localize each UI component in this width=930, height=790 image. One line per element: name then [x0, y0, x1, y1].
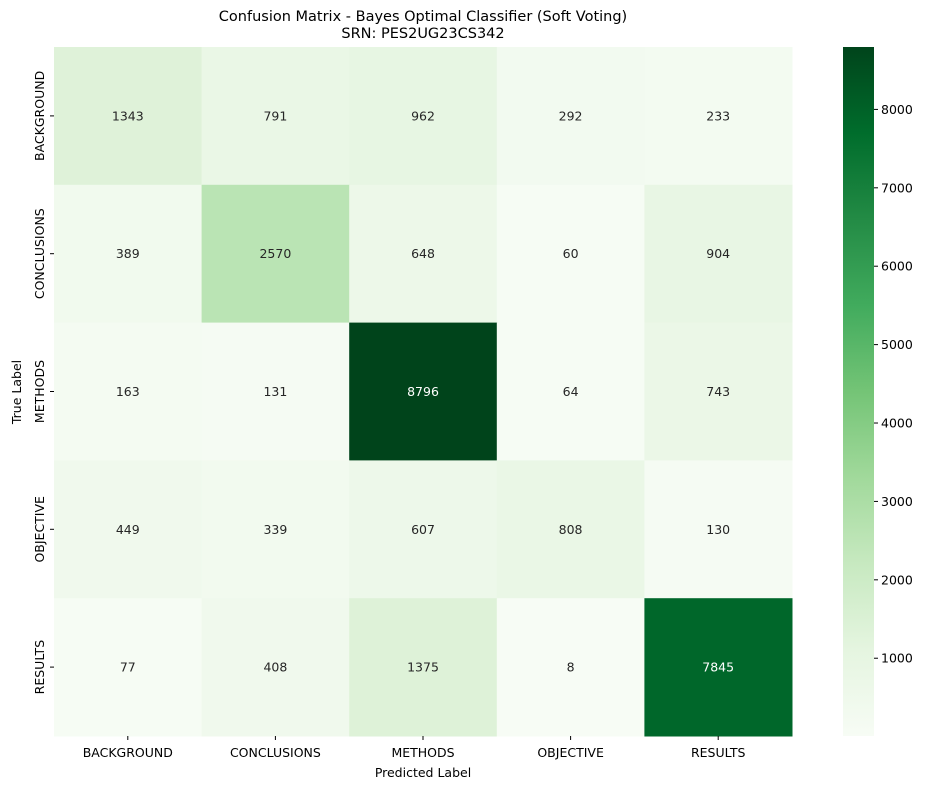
heatmap-cell: [644, 460, 793, 599]
heatmap-cell: [644, 598, 793, 737]
heatmap-cell: [644, 322, 793, 461]
heatmap-cell: [54, 322, 203, 461]
y-tick-label: METHODS: [32, 360, 47, 423]
y-tick-label: RESULTS: [32, 640, 47, 695]
heatmap-cell: [349, 322, 498, 461]
colorbar-tick-label: 6000: [881, 259, 913, 274]
cell-value-label: 163: [116, 384, 140, 399]
cell-value-label: 130: [706, 522, 730, 537]
x-tick-label: RESULTS: [691, 745, 746, 760]
heatmap-cell: [644, 184, 793, 324]
heatmap-cell: [54, 184, 203, 324]
heatmap-cell: [201, 598, 350, 737]
x-axis-label: Predicted Label: [375, 765, 471, 780]
x-tick-label: OBJECTIVE: [537, 745, 604, 760]
chart-subtitle: SRN: PES2UG23CS342: [341, 26, 504, 42]
heatmap-cell: [496, 47, 645, 186]
cell-value-label: 1375: [407, 660, 439, 675]
cell-value-label: 648: [411, 246, 435, 261]
colorbar-tick-label: 8000: [881, 102, 913, 117]
heatmap-cell: [349, 460, 498, 599]
heatmap-cell: [496, 322, 645, 461]
heatmap-cell: [201, 47, 350, 186]
heatmap-cell: [201, 460, 350, 599]
cell-value-label: 60: [563, 246, 579, 261]
y-axis-ticks: BACKGROUND CONCLUSIONS METHODS OBJECTIVE RES…: [32, 71, 54, 695]
cell-value-label: 962: [411, 108, 435, 123]
x-tick-label: CONCLUSIONS: [230, 745, 321, 760]
cell-value-label: 607: [411, 522, 435, 537]
heatmap-cell: [496, 184, 645, 324]
colorbar-tick-label: 3000: [881, 494, 913, 509]
cell-value-label: 808: [559, 522, 583, 537]
colorbar-gradient: [843, 47, 874, 736]
heatmap-cell: [201, 322, 350, 461]
y-axis-label: True Label: [9, 360, 24, 425]
x-tick-label: METHODS: [391, 745, 454, 760]
y-tick-label: BACKGROUND: [32, 71, 47, 161]
cell-value-label: 292: [559, 108, 583, 123]
colorbar-tick-label: 7000: [881, 180, 913, 195]
cell-value-label: 408: [263, 660, 287, 675]
colorbar-tick-label: 2000: [881, 572, 913, 587]
heatmap-cell: [54, 47, 203, 186]
cell-value-label: 389: [116, 246, 140, 261]
chart-title: Confusion Matrix - Bayes Optimal Classif…: [219, 9, 627, 25]
cell-value-label: 449: [116, 522, 140, 537]
colorbar: 1000 2000 3000 4000 5000 6000 7000 8000: [843, 47, 913, 736]
cell-value-label: 64: [563, 384, 579, 399]
cell-value-label: 1343: [112, 108, 144, 123]
cell-value-label: 743: [706, 384, 730, 399]
cell-value-label: 131: [263, 384, 287, 399]
cell-value-label: 904: [706, 246, 730, 261]
cell-value-label: 791: [263, 108, 287, 123]
x-axis-ticks: BACKGROUND CONCLUSIONS METHODS OBJECTIVE RES…: [83, 736, 746, 760]
cell-value-label: 8: [567, 660, 575, 675]
heatmap-cell: [54, 460, 203, 599]
colorbar-tick-label: 4000: [881, 416, 913, 431]
cell-value-label: 77: [120, 660, 136, 675]
heatmap-cell: [496, 598, 645, 737]
cell-value-label: 7845: [702, 660, 734, 675]
heatmap-cell: [349, 47, 498, 186]
heatmap-cell: [349, 184, 498, 324]
heatmap-cell: [644, 47, 793, 186]
heatmap-cell: [496, 460, 645, 599]
heatmap-cell: [54, 598, 203, 737]
x-tick-label: BACKGROUND: [83, 745, 173, 760]
heatmap-cell: [349, 598, 498, 737]
heatmap-cell: [201, 184, 350, 324]
cell-value-label: 8796: [407, 384, 439, 399]
y-tick-label: CONCLUSIONS: [32, 208, 47, 299]
y-tick-label: OBJECTIVE: [32, 496, 47, 563]
cell-value-label: 2570: [259, 246, 291, 261]
colorbar-tick-label: 5000: [881, 337, 913, 352]
colorbar-tick-label: 1000: [881, 651, 913, 666]
cell-value-label: 233: [706, 108, 730, 123]
cell-value-label: 339: [263, 522, 287, 537]
